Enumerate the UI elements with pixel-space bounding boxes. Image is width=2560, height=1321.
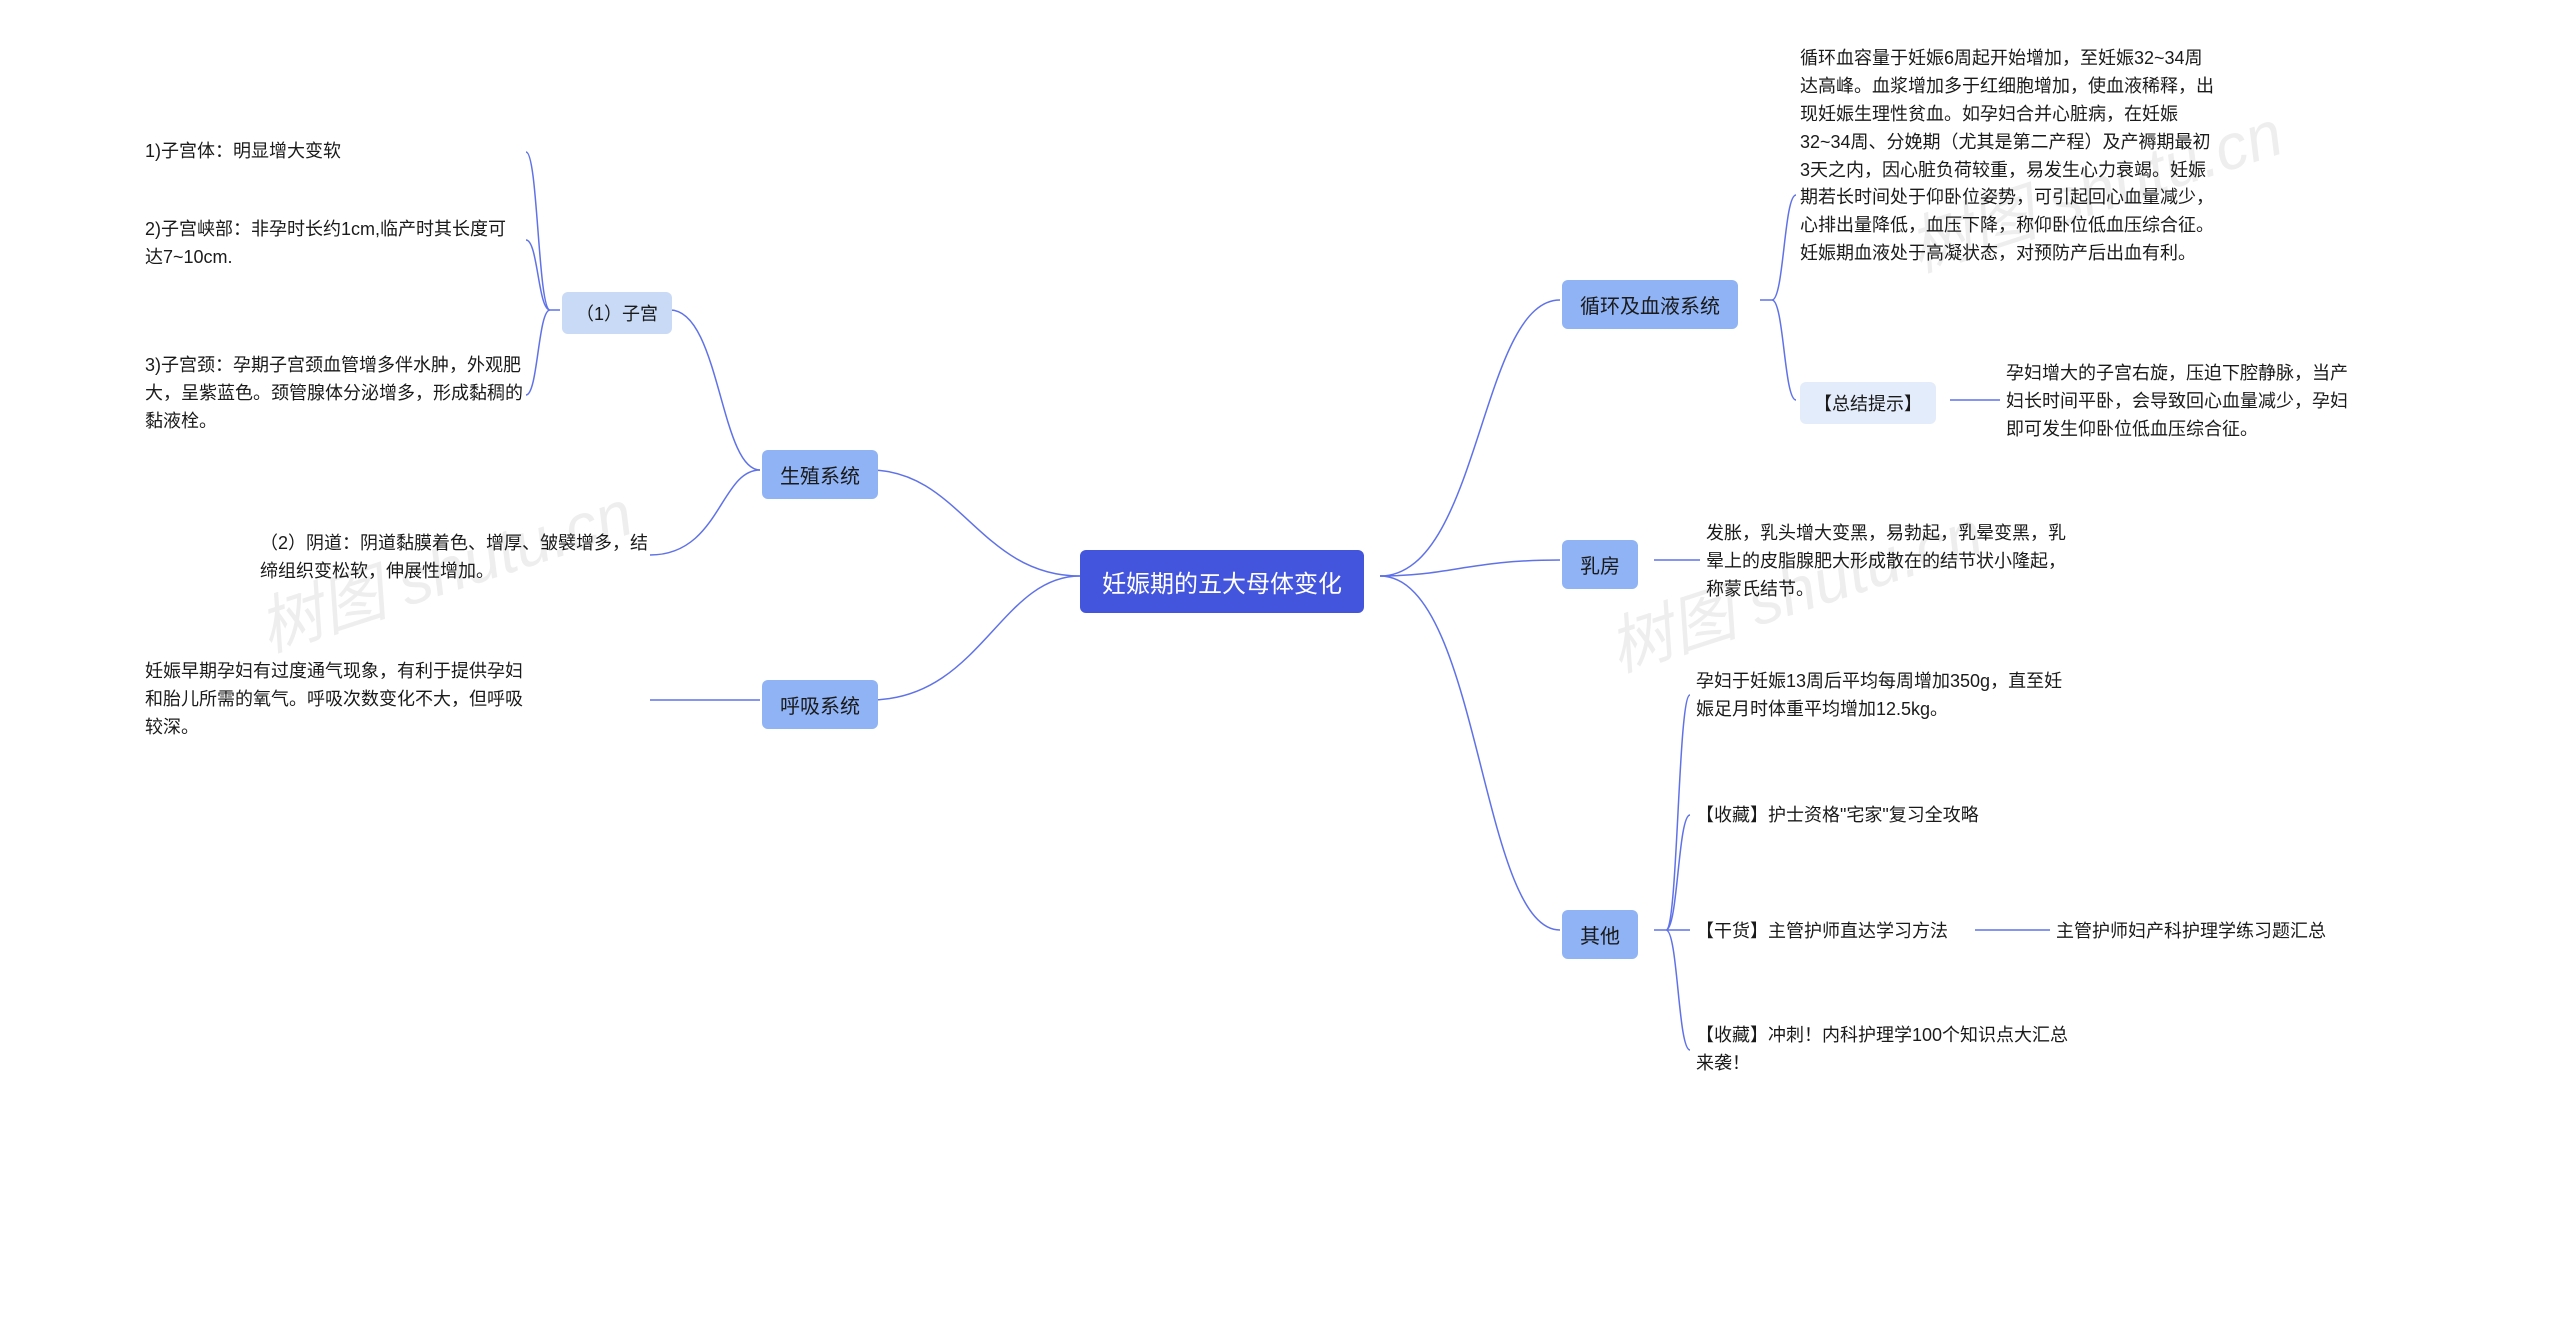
node-uterus: （1）子宫: [562, 292, 672, 334]
leaf-other-collect1: 【收藏】护士资格"宅家"复习全攻略: [1696, 802, 1979, 830]
leaf-uterus-isthmus: 2)子宫峡部：非孕时长约1cm,临产时其长度可达7~10cm.: [145, 216, 515, 272]
leaf-other-weight: 孕妇于妊娠13周后平均每周增加350g，直至妊娠足月时体重平均增加12.5kg。: [1696, 668, 2076, 724]
node-circulatory: 循环及血液系统: [1562, 280, 1738, 329]
node-breast: 乳房: [1562, 540, 1638, 589]
leaf-respiratory: 妊娠早期孕妇有过度通气现象，有利于提供孕妇和胎儿所需的氧气。呼吸次数变化不大，但…: [145, 658, 535, 742]
leaf-tip-text: 孕妇增大的子宫右旋，压迫下腔静脉，当产妇长时间平卧，会导致回心血量减少，孕妇即可…: [2006, 360, 2356, 444]
node-reproductive: 生殖系统: [762, 450, 878, 499]
leaf-uterus-body: 1)子宫体：明显增大变软: [145, 138, 341, 166]
node-respiratory: 呼吸系统: [762, 680, 878, 729]
leaf-other-collect2: 【收藏】冲刺！内科护理学100个知识点大汇总来袭！: [1696, 1022, 2076, 1078]
node-other: 其他: [1562, 910, 1638, 959]
leaf-circulatory-text: 循环血容量于妊娠6周起开始增加，至妊娠32~34周达高峰。血浆增加多于红细胞增加…: [1800, 45, 2220, 268]
leaf-other-dry: 【干货】主管护师直达学习方法: [1696, 918, 1948, 946]
leaf-vagina: （2）阴道：阴道黏膜着色、增厚、皱襞增多，结缔组织变松软，伸展性增加。: [260, 530, 650, 586]
leaf-uterus-cervix: 3)子宫颈：孕期子宫颈血管增多伴水肿，外观肥大，呈紫蓝色。颈管腺体分泌增多，形成…: [145, 352, 525, 436]
leaf-breast: 发胀，乳头增大变黑，易勃起，乳晕变黑，乳晕上的皮脂腺肥大形成散在的结节状小隆起，…: [1706, 520, 2066, 604]
leaf-other-dry-ext: 主管护师妇产科护理学练习题汇总: [2056, 918, 2326, 946]
root-node: 妊娠期的五大母体变化: [1080, 550, 1364, 613]
node-tip: 【总结提示】: [1800, 382, 1936, 424]
